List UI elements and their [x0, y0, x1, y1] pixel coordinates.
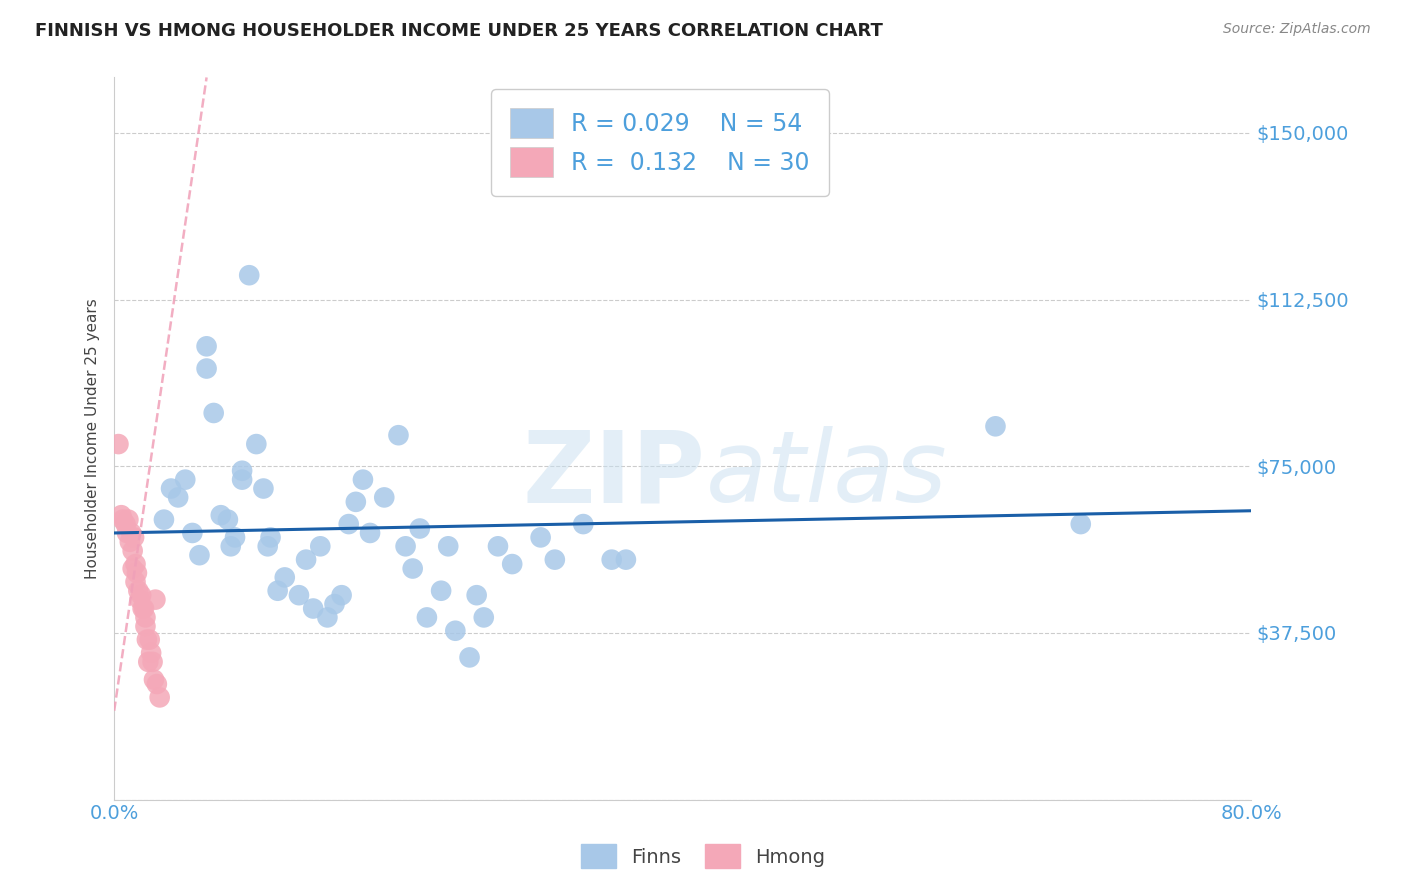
Point	[238, 268, 260, 283]
Point	[544, 552, 567, 566]
Point	[323, 597, 346, 611]
Text: ZIP: ZIP	[523, 426, 706, 523]
Point	[302, 601, 325, 615]
Legend: R = 0.029    N = 54, R =  0.132    N = 30: R = 0.029 N = 54, R = 0.132 N = 30	[491, 89, 830, 196]
Point	[110, 508, 132, 523]
Point	[124, 557, 146, 571]
Point	[430, 583, 453, 598]
Point	[124, 574, 146, 589]
Point	[153, 513, 176, 527]
Point	[181, 525, 204, 540]
Point	[288, 588, 311, 602]
Point	[143, 673, 166, 687]
Point	[114, 517, 136, 532]
Point	[136, 655, 159, 669]
Legend: Finns, Hmong: Finns, Hmong	[571, 835, 835, 878]
Point	[146, 677, 169, 691]
Point	[330, 588, 353, 602]
Point	[135, 632, 157, 647]
Point	[409, 522, 432, 536]
Point	[107, 437, 129, 451]
Point	[131, 601, 153, 615]
Point	[256, 539, 278, 553]
Point	[145, 592, 167, 607]
Point	[167, 491, 190, 505]
Point	[138, 632, 160, 647]
Point	[337, 517, 360, 532]
Point	[444, 624, 467, 638]
Point	[252, 482, 274, 496]
Point	[134, 619, 156, 633]
Point	[600, 552, 623, 566]
Point	[134, 610, 156, 624]
Point	[501, 557, 523, 571]
Point	[219, 539, 242, 553]
Point	[309, 539, 332, 553]
Point	[231, 473, 253, 487]
Point	[394, 539, 416, 553]
Point	[316, 610, 339, 624]
Point	[118, 534, 141, 549]
Point	[125, 566, 148, 580]
Point	[472, 610, 495, 624]
Point	[195, 361, 218, 376]
Point	[111, 513, 134, 527]
Point	[465, 588, 488, 602]
Point	[132, 601, 155, 615]
Point	[122, 530, 145, 544]
Point	[202, 406, 225, 420]
Text: Source: ZipAtlas.com: Source: ZipAtlas.com	[1223, 22, 1371, 37]
Point	[614, 552, 637, 566]
Point	[149, 690, 172, 705]
Point	[259, 530, 281, 544]
Point	[209, 508, 232, 523]
Point	[195, 339, 218, 353]
Point	[266, 583, 288, 598]
Point	[416, 610, 439, 624]
Point	[142, 655, 165, 669]
Point	[121, 561, 143, 575]
Point	[141, 646, 163, 660]
Point	[115, 525, 138, 540]
Point	[245, 437, 267, 451]
Point	[121, 543, 143, 558]
Point	[129, 588, 152, 602]
Point	[373, 491, 395, 505]
Point	[387, 428, 409, 442]
Point	[458, 650, 481, 665]
Point	[188, 548, 211, 562]
Point	[128, 592, 150, 607]
Point	[224, 530, 246, 544]
Point	[274, 570, 297, 584]
Y-axis label: Householder Income Under 25 years: Householder Income Under 25 years	[86, 298, 100, 579]
Point	[344, 495, 367, 509]
Text: atlas: atlas	[706, 426, 948, 523]
Point	[174, 473, 197, 487]
Point	[359, 525, 381, 540]
Point	[437, 539, 460, 553]
Point	[402, 561, 425, 575]
Point	[117, 513, 139, 527]
Point	[984, 419, 1007, 434]
Point	[231, 464, 253, 478]
Point	[217, 513, 239, 527]
Point	[160, 482, 183, 496]
Point	[1070, 517, 1092, 532]
Point	[572, 517, 595, 532]
Point	[530, 530, 553, 544]
Point	[295, 552, 318, 566]
Text: FINNISH VS HMONG HOUSEHOLDER INCOME UNDER 25 YEARS CORRELATION CHART: FINNISH VS HMONG HOUSEHOLDER INCOME UNDE…	[35, 22, 883, 40]
Point	[352, 473, 374, 487]
Point	[486, 539, 509, 553]
Point	[127, 583, 149, 598]
Point	[120, 525, 142, 540]
